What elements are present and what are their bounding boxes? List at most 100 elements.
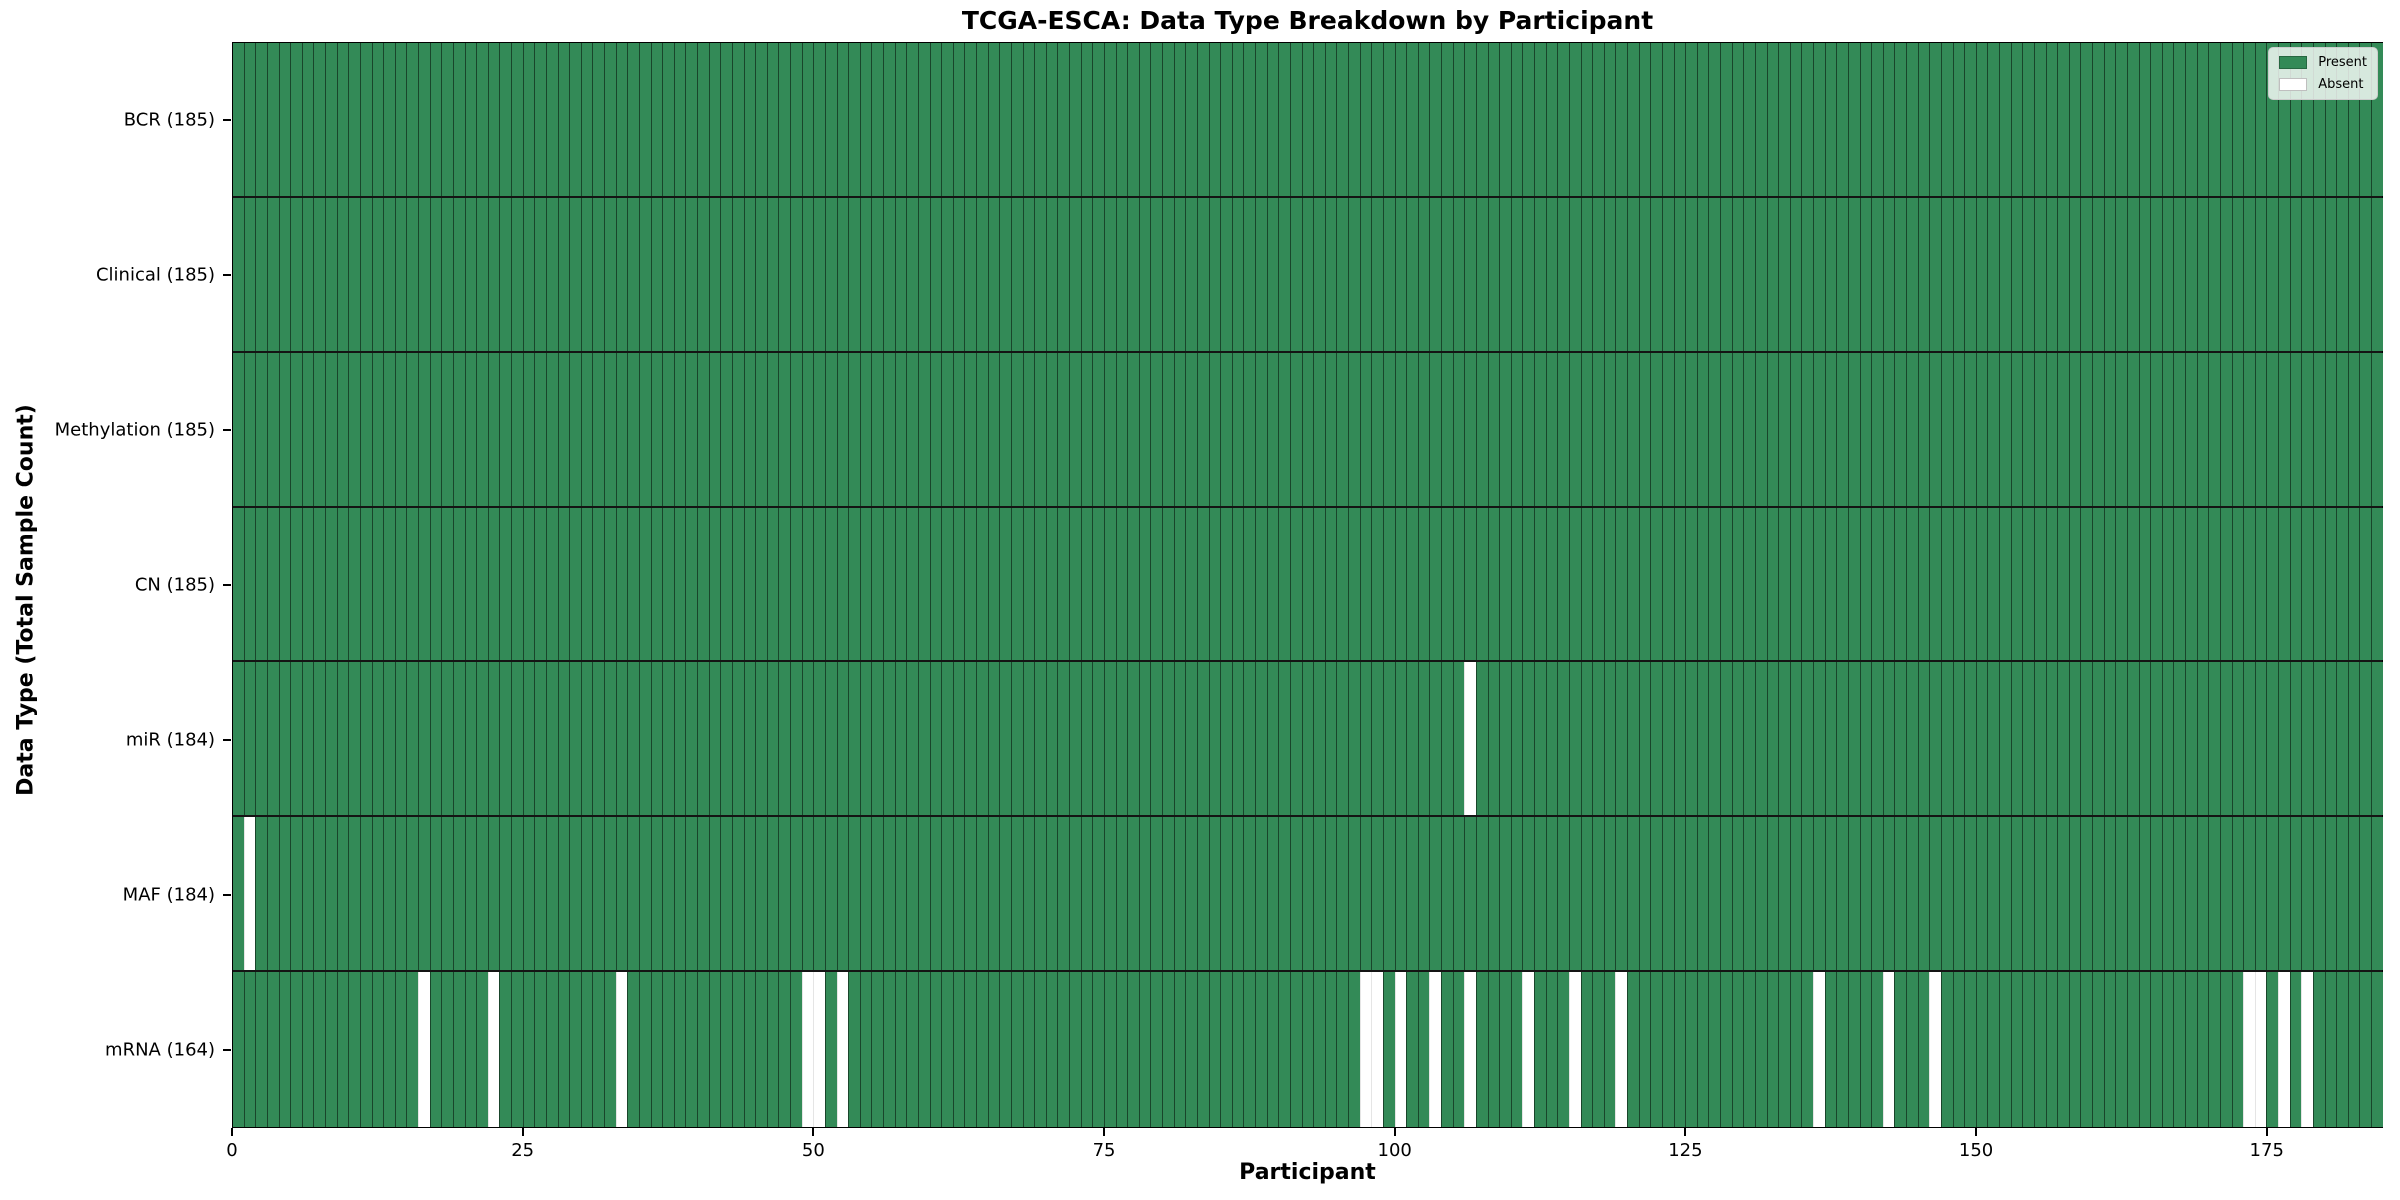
x-tick-label: 175 (2249, 1140, 2284, 1161)
heatmap-cell-present (790, 352, 802, 506)
heatmap-cell-present (1696, 817, 1709, 971)
heatmap-cell-present (627, 197, 639, 351)
heatmap-cell-present (883, 507, 895, 661)
heatmap-cell-present (1150, 972, 1162, 1127)
heatmap-cell-present (2278, 662, 2290, 816)
heatmap-cell-present (1940, 507, 1953, 661)
heatmap-cell-present (1278, 197, 1290, 351)
heatmap-cell-present (511, 43, 523, 196)
heatmap-cell-present (313, 972, 325, 1127)
heatmap-cell-present (1871, 972, 1883, 1127)
heatmap-cell-present (255, 352, 267, 506)
heatmap-cell-present (1220, 972, 1232, 1127)
heatmap-cell-present (615, 352, 628, 506)
heatmap-cell-present (673, 197, 686, 351)
heatmap-cell-present (2185, 352, 2197, 506)
heatmap-cell-present (708, 662, 721, 816)
y-tick-mark (223, 739, 231, 742)
heatmap-cell-present (755, 817, 767, 971)
heatmap-cell-present (1999, 507, 2011, 661)
heatmap-cell-present (2266, 662, 2278, 816)
heatmap-cell-present (2231, 43, 2244, 196)
heatmap-cell-present (1778, 662, 1790, 816)
heatmap-cell-present (1545, 507, 1558, 661)
x-tick-mark (2265, 1128, 2268, 1136)
heatmap-cell-present (1603, 352, 1616, 506)
heatmap-cell-present (1196, 352, 1209, 506)
heatmap-cell-present (383, 662, 395, 816)
heatmap-cell-present (790, 507, 802, 661)
legend-entry-absent: Absent (2279, 77, 2367, 92)
heatmap-cell-present (1801, 352, 1813, 506)
heatmap-cell-present (371, 972, 384, 1127)
heatmap-cell-present (233, 972, 244, 1127)
heatmap-cell-present (313, 507, 325, 661)
heatmap-cell-present (534, 197, 546, 351)
heatmap-cell-present (1603, 972, 1616, 1127)
x-tick-label: 100 (1377, 1140, 1412, 1161)
heatmap-cell-absent (1568, 972, 1581, 1127)
heatmap-cell-present (2347, 197, 2360, 351)
heatmap-cell-present (1859, 817, 1872, 971)
x-tick-mark (1103, 1128, 1106, 1136)
heatmap-cell-present (1289, 972, 1302, 1127)
heatmap-cell-present (1568, 817, 1581, 971)
heatmap-cell-present (522, 197, 535, 351)
heatmap-cell-present (1220, 352, 1232, 506)
heatmap-cell-present (929, 352, 942, 506)
heatmap-cell-present (1592, 43, 1604, 196)
heatmap-cell-present (394, 972, 407, 1127)
heatmap-cell-present (987, 972, 1000, 1127)
heatmap-cell-present (2359, 972, 2371, 1127)
heatmap-cell-present (1115, 352, 1128, 506)
heatmap-cell-present (313, 352, 325, 506)
heatmap-cell-present (476, 817, 488, 971)
heatmap-cell-present (336, 352, 349, 506)
heatmap-cell-present (1069, 972, 1081, 1127)
heatmap-cell-present (1708, 972, 1720, 1127)
heatmap-cell-present (2010, 817, 2023, 971)
heatmap-cell-present (2010, 507, 2023, 661)
heatmap-cell-absent (836, 972, 849, 1127)
heatmap-cell-present (824, 507, 837, 661)
heatmap-cell-present (627, 972, 639, 1127)
heatmap-cell-present (1057, 662, 1069, 816)
heatmap-cell-present (2126, 43, 2139, 196)
heatmap-cell-present (1429, 197, 1441, 351)
heatmap-cell-present (1882, 662, 1895, 816)
heatmap-cell-present (1441, 507, 1453, 661)
heatmap-cell-present (929, 662, 942, 816)
heatmap-cell-present (1289, 197, 1302, 351)
heatmap-cell-present (487, 817, 500, 971)
heatmap-cell-present (1429, 43, 1441, 196)
heatmap-cell-present (452, 352, 465, 506)
heatmap-cell-present (2324, 43, 2337, 196)
heatmap-cell-present (359, 662, 372, 816)
heatmap-cell-present (848, 43, 860, 196)
heatmap-cell-present (2278, 352, 2290, 506)
heatmap-cell-present (731, 662, 744, 816)
heatmap-cell-present (545, 972, 558, 1127)
heatmap-cell-present (1522, 817, 1534, 971)
heatmap-cell-present (848, 817, 860, 971)
heatmap-cell-present (2301, 43, 2313, 196)
heatmap-cell-present (1685, 507, 1697, 661)
heatmap-cell-present (813, 507, 825, 661)
heatmap-cell-present (1894, 662, 1906, 816)
heatmap-cell-present (2336, 507, 2348, 661)
heatmap-cell-present (1499, 972, 1511, 1127)
heatmap-cell-present (917, 662, 930, 816)
heatmap-cell-present (731, 43, 744, 196)
heatmap-cell-present (499, 817, 511, 971)
heatmap-cell-present (1348, 662, 1360, 816)
heatmap-cell-present (2103, 197, 2116, 351)
heatmap-cell-present (1406, 352, 1418, 506)
heatmap-cell-present (824, 662, 837, 816)
heatmap-cell-present (1092, 507, 1104, 661)
heatmap-row-mRNA (233, 972, 2383, 1127)
heatmap-cell-present (1754, 817, 1767, 971)
heatmap-cell-present (1382, 507, 1395, 661)
heatmap-cell-present (1069, 662, 1081, 816)
heatmap-cell-present (2115, 197, 2127, 351)
heatmap-cell-absent (2243, 972, 2255, 1127)
